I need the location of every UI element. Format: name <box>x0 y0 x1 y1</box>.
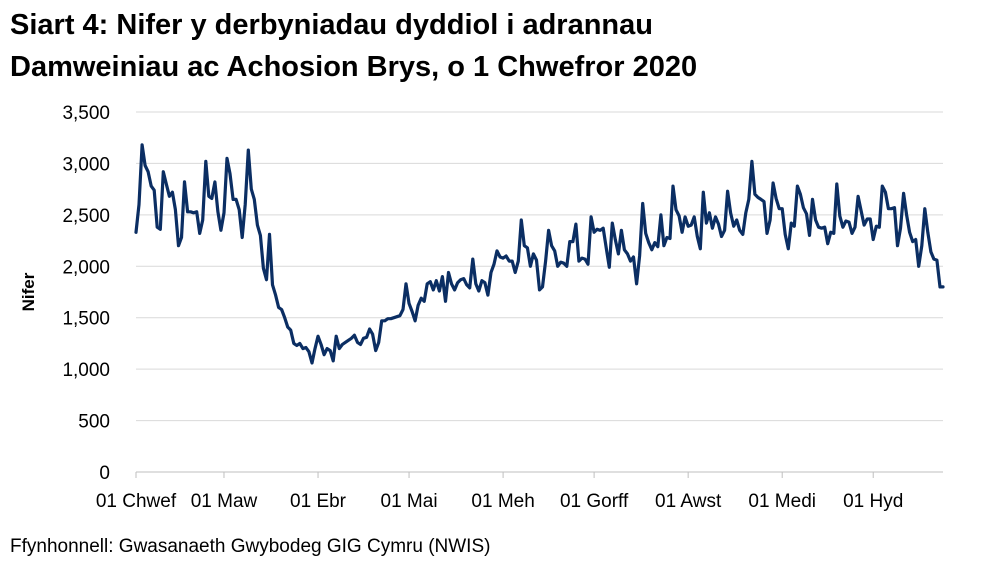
series-group <box>134 143 945 365</box>
x-tick-label: 01 Ebr <box>290 491 347 512</box>
x-tick-label: 01 Mai <box>381 491 438 512</box>
line-chart: 0 500 1,000 1,500 2,000 2,500 3,000 3,500 01 Ch… <box>19 103 945 512</box>
x-tick-label: 01 Awst <box>655 491 722 512</box>
source-note: Ffynhonnell: Gwasanaeth Gwybodeg GIG Cym… <box>10 536 491 557</box>
gridlines <box>136 111 943 422</box>
x-axis-ticks: 01 Chwef 01 Maw 01 Ebr 01 Mai 01 Meh 01 Gorff… <box>96 472 903 512</box>
x-tick-label: 01 Maw <box>191 491 258 512</box>
chart-title-line-1: Siart 4: Nifer y derbyniadau dyddiol i a… <box>10 9 653 41</box>
x-tick-label: 01 Gorff <box>560 491 629 512</box>
x-tick-label: 01 Meh <box>471 491 534 512</box>
y-axis-ticks: 0 500 1,000 1,500 2,000 2,500 3,000 3,500 <box>62 103 110 484</box>
series-line <box>134 143 945 365</box>
y-tick-label: 3,000 <box>62 154 110 175</box>
y-tick-label: 1,500 <box>62 309 110 330</box>
y-axis-label: Nifer <box>19 272 38 311</box>
y-tick-label: 2,000 <box>62 257 110 278</box>
x-tick-label: 01 Hyd <box>843 491 903 512</box>
x-tick-label: 01 Medi <box>748 491 816 512</box>
y-tick-label: 2,500 <box>62 206 110 227</box>
y-tick-label: 1,000 <box>62 360 110 381</box>
y-tick-label: 3,500 <box>62 103 110 124</box>
chart-title: Siart 4: Nifer y derbyniadau dyddiol i a… <box>10 4 970 88</box>
x-tick-label: 01 Chwef <box>96 491 177 512</box>
y-tick-label: 0 <box>99 463 110 484</box>
y-tick-label: 500 <box>78 412 110 433</box>
chart-title-line-2: Damweiniau ac Achosion Brys, o 1 Chwefro… <box>10 51 698 83</box>
